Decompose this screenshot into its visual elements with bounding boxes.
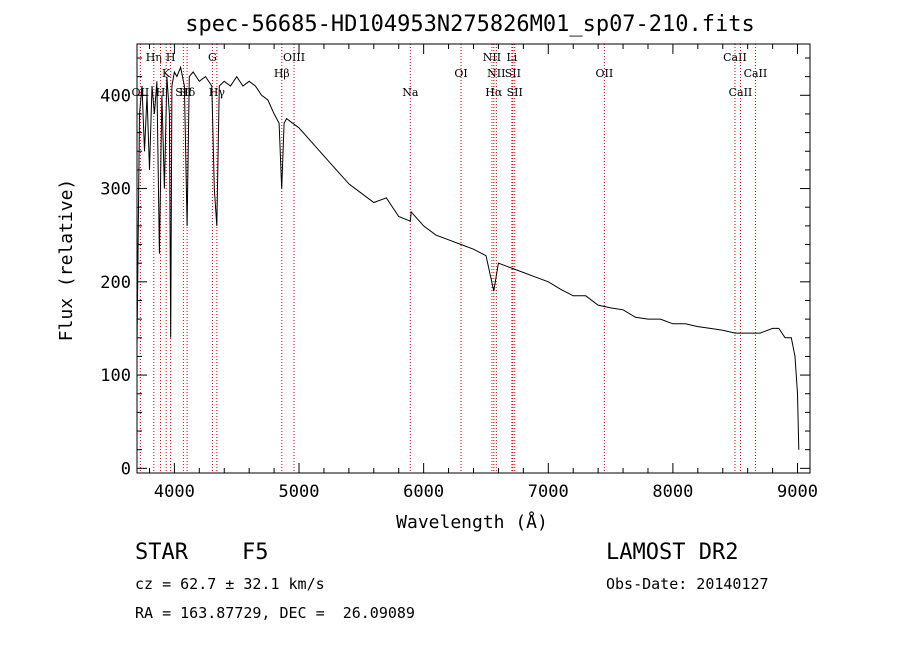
spectral-line-label: H — [166, 51, 176, 64]
x-tick-label: 8000 — [652, 482, 693, 502]
redshift-value: cz = 62.7 ± 32.1 km/s — [135, 575, 325, 593]
y-tick-label: 100 — [100, 366, 131, 386]
spectral-line-label: OII — [596, 67, 614, 80]
spectral-line-label: Li — [506, 51, 517, 64]
spectrum-line — [136, 65, 800, 450]
spectral-line-label: NII — [487, 67, 505, 80]
x-tick-label: 6000 — [403, 482, 444, 502]
spectrum-series — [136, 65, 800, 450]
observation-date: Obs-Date: 20140127 — [606, 575, 769, 593]
spectral-line-label: Hβ — [274, 67, 290, 80]
spectral-line-label: K — [162, 67, 171, 80]
spectral-line-label: Hη — [146, 51, 162, 64]
y-tick-label: 0 — [121, 459, 131, 479]
object-class: STAR — [135, 540, 188, 565]
spectral-line-label: Hα — [485, 86, 503, 99]
chart-title: spec-56685-HD104953N275826M01_sp07-210.f… — [185, 12, 755, 37]
spectral-line-label: G — [208, 51, 217, 64]
plot-frame — [136, 43, 811, 474]
object-subclass: F5 — [242, 540, 269, 565]
spectral-line-label: CaII — [723, 51, 747, 64]
spectral-line-label: SII — [505, 67, 521, 80]
coordinates: RA = 163.87729, DEC = 26.09089 — [135, 604, 415, 622]
x-tick-label: 9000 — [777, 482, 818, 502]
spectral-line-label: OIII — [283, 51, 305, 64]
x-axis-label: Wavelength (Å) — [396, 511, 548, 533]
spectral-line-label: NII — [483, 51, 501, 64]
y-tick-label: 400 — [100, 86, 131, 106]
spectral-line-markers: OIIHηHKHSIIHδGHγHβOIIINaOINIIHαNIILiSIIS… — [132, 44, 768, 473]
axis-ticks: 4000 5000 6000 7000 8000 9000 0 100 200 300 400 — [100, 44, 818, 502]
x-tick-label: 4000 — [154, 482, 195, 502]
spectral-line-label: Hγ — [209, 86, 226, 99]
spectral-line-label: Hδ — [179, 86, 196, 99]
y-tick-label: 300 — [100, 180, 131, 200]
survey-name: LAMOST DR2 — [606, 540, 739, 565]
x-tick-label: 7000 — [528, 482, 569, 502]
spectral-line-label: SII — [507, 86, 523, 99]
spectral-line-label: CaII — [729, 86, 753, 99]
spectral-line-label: Na — [402, 86, 419, 99]
x-tick-label: 5000 — [279, 482, 320, 502]
spectral-line-label: CaII — [744, 67, 768, 80]
y-tick-label: 200 — [100, 273, 131, 293]
y-axis-label: Flux (relative) — [56, 179, 77, 342]
spectral-line-label: H — [156, 86, 166, 99]
spectral-line-label: OI — [454, 67, 467, 80]
